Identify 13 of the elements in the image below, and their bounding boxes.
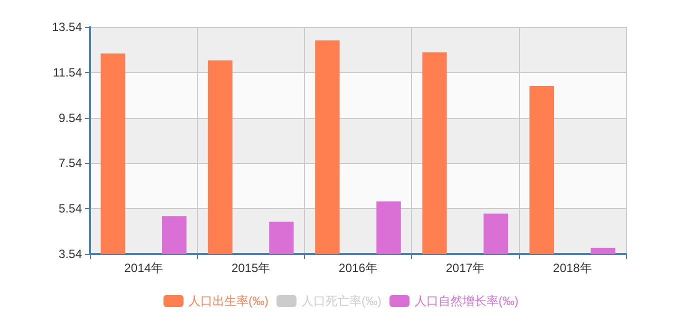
y-tick-label: 9.54	[58, 110, 82, 125]
y-tick-label: 11.54	[52, 65, 82, 80]
y-tick-label: 7.54	[58, 156, 82, 170]
x-tick-label: 2018年	[553, 261, 592, 275]
x-tick-label: 2014年	[124, 261, 163, 275]
x-tick-label: 2015年	[231, 261, 270, 275]
y-tick-label: 3.54	[58, 247, 82, 261]
y-tick-label: 13.54	[52, 20, 82, 34]
legend-label: 人口自然增长率(‰)	[414, 294, 518, 308]
x-tick-label: 2017年	[446, 261, 485, 275]
y-tick-label: 5.54	[58, 202, 82, 216]
x-tick-label: 2016年	[338, 261, 378, 275]
legend-label: 人口出生率(‰)	[188, 294, 269, 308]
